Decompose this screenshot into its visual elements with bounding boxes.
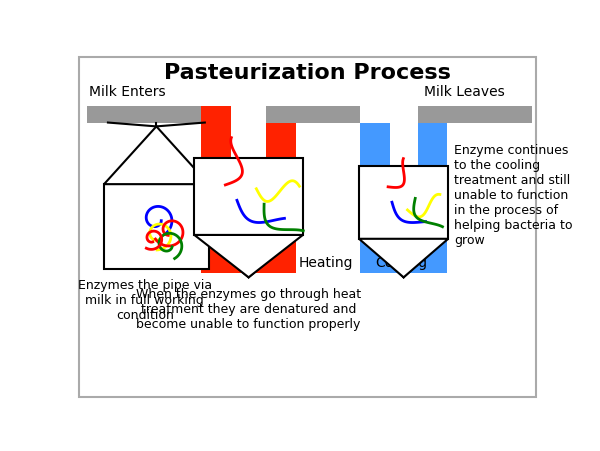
- Text: Pasteurization Process: Pasteurization Process: [164, 63, 451, 83]
- Bar: [266, 123, 296, 274]
- Polygon shape: [194, 235, 303, 278]
- Bar: [418, 106, 447, 274]
- Bar: [360, 244, 447, 274]
- Text: When the enzymes go through heat
treatment they are denatured and
become unable : When the enzymes go through heat treatme…: [136, 287, 361, 330]
- Bar: [202, 106, 231, 274]
- Text: Enzyme continues
to the cooling
treatment and still
unable to function
in the pr: Enzyme continues to the cooling treatmen…: [454, 144, 573, 247]
- Bar: [418, 106, 532, 123]
- Bar: [266, 106, 360, 123]
- Bar: [202, 244, 296, 274]
- Text: Heating: Heating: [298, 255, 353, 269]
- Polygon shape: [359, 239, 448, 278]
- Text: Milk Leaves: Milk Leaves: [424, 85, 505, 99]
- Bar: [359, 166, 448, 239]
- Bar: [104, 185, 209, 269]
- Text: Enzymes the pipe via
milk in full working
condition: Enzymes the pipe via milk in full workin…: [77, 278, 212, 322]
- Bar: [86, 106, 205, 123]
- Text: Milk Enters: Milk Enters: [89, 85, 166, 99]
- Text: Cooling: Cooling: [376, 255, 428, 269]
- Polygon shape: [104, 127, 209, 185]
- Bar: [194, 159, 303, 235]
- Bar: [360, 123, 389, 274]
